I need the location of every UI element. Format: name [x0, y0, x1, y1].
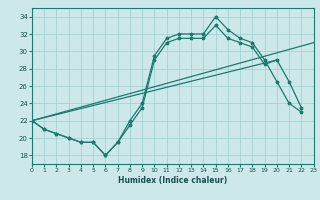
X-axis label: Humidex (Indice chaleur): Humidex (Indice chaleur)	[118, 176, 228, 185]
